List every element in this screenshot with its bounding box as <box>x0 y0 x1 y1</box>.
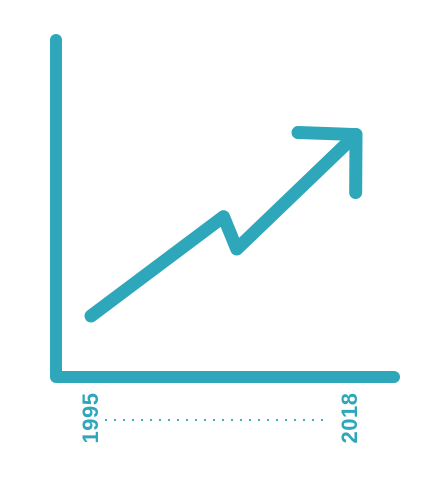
arrow-head-icon <box>291 126 363 200</box>
trend-line <box>84 128 363 323</box>
timeline-dot <box>248 418 252 422</box>
timeline-dots <box>104 418 324 422</box>
timeline-dot <box>194 418 198 422</box>
timeline-dot <box>176 418 180 422</box>
timeline-dot <box>149 418 153 422</box>
timeline-dot <box>275 418 279 422</box>
timeline-dot <box>221 418 225 422</box>
timeline-dot <box>122 418 126 422</box>
tick-labels: 1995 2018 <box>78 393 362 444</box>
timeline-dot <box>185 418 189 422</box>
timeline-dot <box>320 418 324 422</box>
timeline-dot <box>284 418 288 422</box>
timeline-dot <box>302 418 306 422</box>
timeline-dot <box>104 418 108 422</box>
timeline-dot <box>140 418 144 422</box>
timeline-dot <box>113 418 117 422</box>
timeline-dot <box>239 418 243 422</box>
series-layer <box>84 126 363 323</box>
axis-lines <box>50 34 400 383</box>
timeline-dot <box>203 418 207 422</box>
timeline-dot <box>257 418 261 422</box>
timeline-dot <box>230 418 234 422</box>
timeline-dot <box>311 418 315 422</box>
x-tick-label-end: 2018 <box>337 393 362 444</box>
timeline-dot <box>212 418 216 422</box>
timeline-dot <box>266 418 270 422</box>
axes <box>50 34 400 383</box>
timeline-dot <box>167 418 171 422</box>
x-tick-label-start: 1995 <box>78 393 103 444</box>
timeline-dot <box>158 418 162 422</box>
timeline-dot <box>293 418 297 422</box>
timeline-dot <box>131 418 135 422</box>
